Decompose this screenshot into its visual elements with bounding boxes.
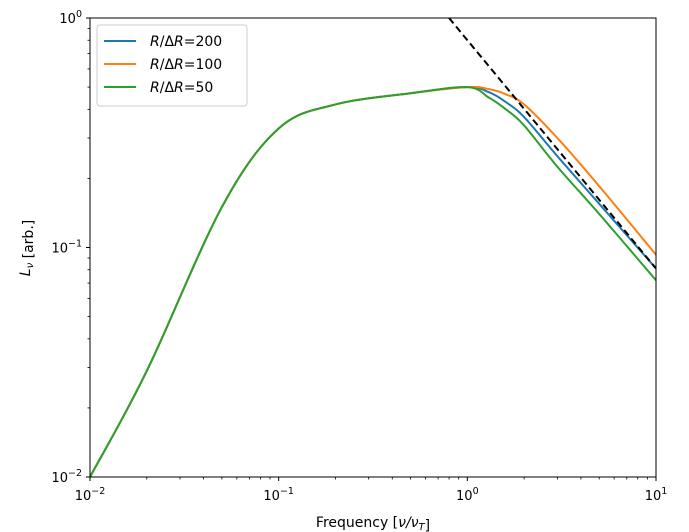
y-tick-label-0: 10−2 — [51, 468, 82, 486]
x-tick-label-1: 10−1 — [263, 486, 294, 504]
y-tick-label-1: 10−1 — [51, 239, 82, 257]
reference-dashed-line — [448, 18, 656, 270]
legend-label-0: R/ΔR=200 — [150, 34, 222, 50]
x-axis-label: Frequency [ν/νT] — [316, 515, 430, 532]
y-axis-label: Lν [arb.] — [18, 220, 37, 276]
plot-series — [90, 18, 656, 477]
x-tick-label-3: 101 — [645, 486, 668, 504]
series-line-1 — [90, 85, 656, 477]
x-tick-label-2: 100 — [456, 486, 479, 504]
y-tick-label-2: 100 — [59, 9, 82, 27]
axis-ticks: 10−2 10−1 100 101 10−2 10−1 100 — [51, 9, 667, 504]
legend-label-2: R/ΔR=50 — [150, 80, 213, 96]
series-line-0 — [90, 86, 656, 477]
x-tick-label-0: 10−2 — [75, 486, 106, 504]
series-line-2 — [90, 85, 656, 477]
legend: R/ΔR=200 R/ΔR=100 R/ΔR=50 — [96, 24, 248, 107]
legend-label-1: R/ΔR=100 — [150, 57, 222, 73]
legend-box — [96, 24, 248, 107]
